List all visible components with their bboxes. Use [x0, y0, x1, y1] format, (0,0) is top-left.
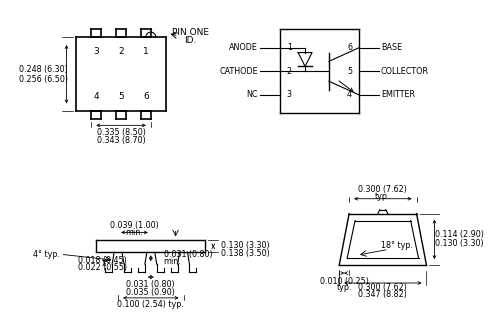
Text: 0.138 (3.50): 0.138 (3.50) [221, 249, 269, 258]
Text: 0.100 (2.54) typ.: 0.100 (2.54) typ. [117, 300, 184, 309]
Text: 0.010 (0.25): 0.010 (0.25) [320, 276, 369, 286]
Text: 6: 6 [143, 92, 149, 101]
Text: 0.022 (0.55): 0.022 (0.55) [78, 262, 128, 272]
Text: BASE: BASE [381, 43, 402, 52]
Text: 1: 1 [286, 43, 292, 52]
Text: 0.130 (3.30): 0.130 (3.30) [221, 241, 269, 250]
Text: 1: 1 [143, 47, 149, 57]
Text: NC: NC [246, 90, 258, 99]
Text: typ.: typ. [336, 283, 352, 293]
Text: 18° typ.: 18° typ. [381, 241, 413, 250]
Text: 0.018 (0.45): 0.018 (0.45) [78, 256, 127, 265]
Text: typ.: typ. [375, 192, 390, 201]
Text: 2: 2 [118, 47, 124, 57]
Text: ANODE: ANODE [229, 43, 258, 52]
Text: 0.114 (2.90): 0.114 (2.90) [435, 230, 484, 239]
Text: 0.335 (8.50): 0.335 (8.50) [97, 128, 145, 137]
Text: 0.300 (7.62): 0.300 (7.62) [358, 185, 407, 194]
Text: 5: 5 [118, 92, 124, 101]
Text: 0.031 (0.80): 0.031 (0.80) [127, 280, 175, 290]
Text: 4° typ.: 4° typ. [33, 250, 60, 259]
Text: 0.031 (0.80): 0.031 (0.80) [164, 250, 212, 259]
Text: ID.: ID. [184, 35, 197, 45]
Text: 0.256 (6.50): 0.256 (6.50) [19, 75, 68, 84]
Text: CATHODE: CATHODE [219, 67, 258, 76]
Text: 5: 5 [347, 67, 352, 76]
Text: EMITTER: EMITTER [381, 90, 415, 99]
Text: 4: 4 [347, 90, 352, 99]
Text: min.: min. [125, 228, 143, 237]
Text: 2: 2 [286, 67, 292, 76]
Text: 0.248 (6.30): 0.248 (6.30) [19, 65, 68, 74]
Text: PIN ONE: PIN ONE [172, 27, 209, 37]
Text: 0.130 (3.30): 0.130 (3.30) [435, 239, 484, 248]
Text: 3: 3 [286, 90, 292, 99]
Text: 0.343 (8.70): 0.343 (8.70) [97, 136, 145, 145]
Text: 0.035 (0.90): 0.035 (0.90) [126, 288, 175, 298]
Text: 4: 4 [94, 92, 99, 101]
Text: 0.039 (1.00): 0.039 (1.00) [109, 221, 158, 230]
Text: min.: min. [164, 257, 181, 266]
Text: 0.347 (8.82): 0.347 (8.82) [358, 290, 407, 300]
Text: 6: 6 [347, 43, 352, 52]
Text: 3: 3 [93, 47, 99, 57]
Text: 0.300 (7.62): 0.300 (7.62) [358, 283, 407, 293]
Text: COLLECTOR: COLLECTOR [381, 67, 429, 76]
